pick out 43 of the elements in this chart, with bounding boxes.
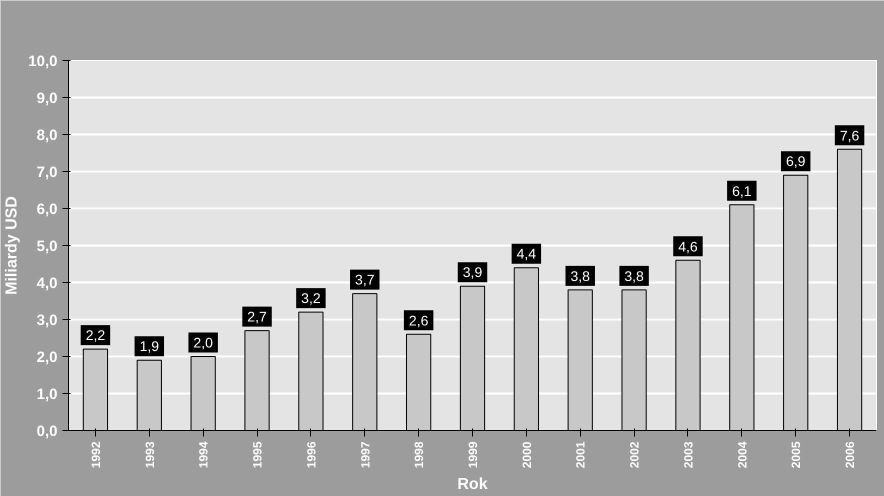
x-tick-label: 1992 xyxy=(88,441,103,468)
x-tick-label: 1996 xyxy=(304,441,318,468)
y-tick-label: 3,0 xyxy=(36,312,58,329)
y-tick-label: 5,0 xyxy=(36,238,58,255)
y-tick-label: 7,0 xyxy=(36,164,58,181)
data-label: 4,4 xyxy=(516,246,536,262)
data-label: 2,2 xyxy=(86,327,106,344)
x-tick-label: 2002 xyxy=(628,441,642,468)
y-tick-label: 1,0 xyxy=(36,386,58,403)
x-tick-label: 1995 xyxy=(250,441,265,468)
x-tick-label: 2006 xyxy=(843,441,858,468)
data-label: 2,7 xyxy=(247,308,267,325)
y-tick-label: 6,0 xyxy=(36,201,58,218)
x-tick-label: 1997 xyxy=(358,441,372,468)
data-label: 4,6 xyxy=(678,238,698,254)
data-label: 6,9 xyxy=(786,153,806,170)
data-label: 1,9 xyxy=(140,338,160,354)
y-tick-label: 0,0 xyxy=(36,423,58,440)
y-tick-label: 4,0 xyxy=(36,275,58,292)
x-tick-label: 2000 xyxy=(520,441,534,468)
data-label: 3,2 xyxy=(301,290,321,306)
data-label: 3,9 xyxy=(462,264,482,280)
x-tick-label: 1993 xyxy=(142,441,157,468)
x-axis-title: Rok xyxy=(457,476,488,494)
x-tick-label: 2005 xyxy=(789,441,804,468)
data-label: 7,6 xyxy=(840,127,860,144)
y-tick-label: 8,0 xyxy=(36,127,58,144)
x-tick-label: 2004 xyxy=(735,441,750,468)
y-tick-label: 9,0 xyxy=(36,90,58,107)
x-tick-label: 1994 xyxy=(196,441,211,468)
data-label: 2,0 xyxy=(193,334,214,350)
y-tick-label: 2,0 xyxy=(36,349,58,366)
data-label: 6,1 xyxy=(732,182,752,199)
data-label: 3,7 xyxy=(355,272,375,288)
data-label: 3,8 xyxy=(624,268,644,284)
y-tick-label: 10,0 xyxy=(28,53,58,70)
y-axis-title: Miliardy USD xyxy=(3,196,20,295)
x-tick-label: 1998 xyxy=(412,441,426,468)
x-tick-label: 1999 xyxy=(466,441,480,468)
data-label: 2,6 xyxy=(408,312,429,328)
x-tick-label: 2003 xyxy=(681,441,696,468)
data-label: 3,8 xyxy=(570,268,590,284)
x-tick-label: 2001 xyxy=(574,441,588,468)
